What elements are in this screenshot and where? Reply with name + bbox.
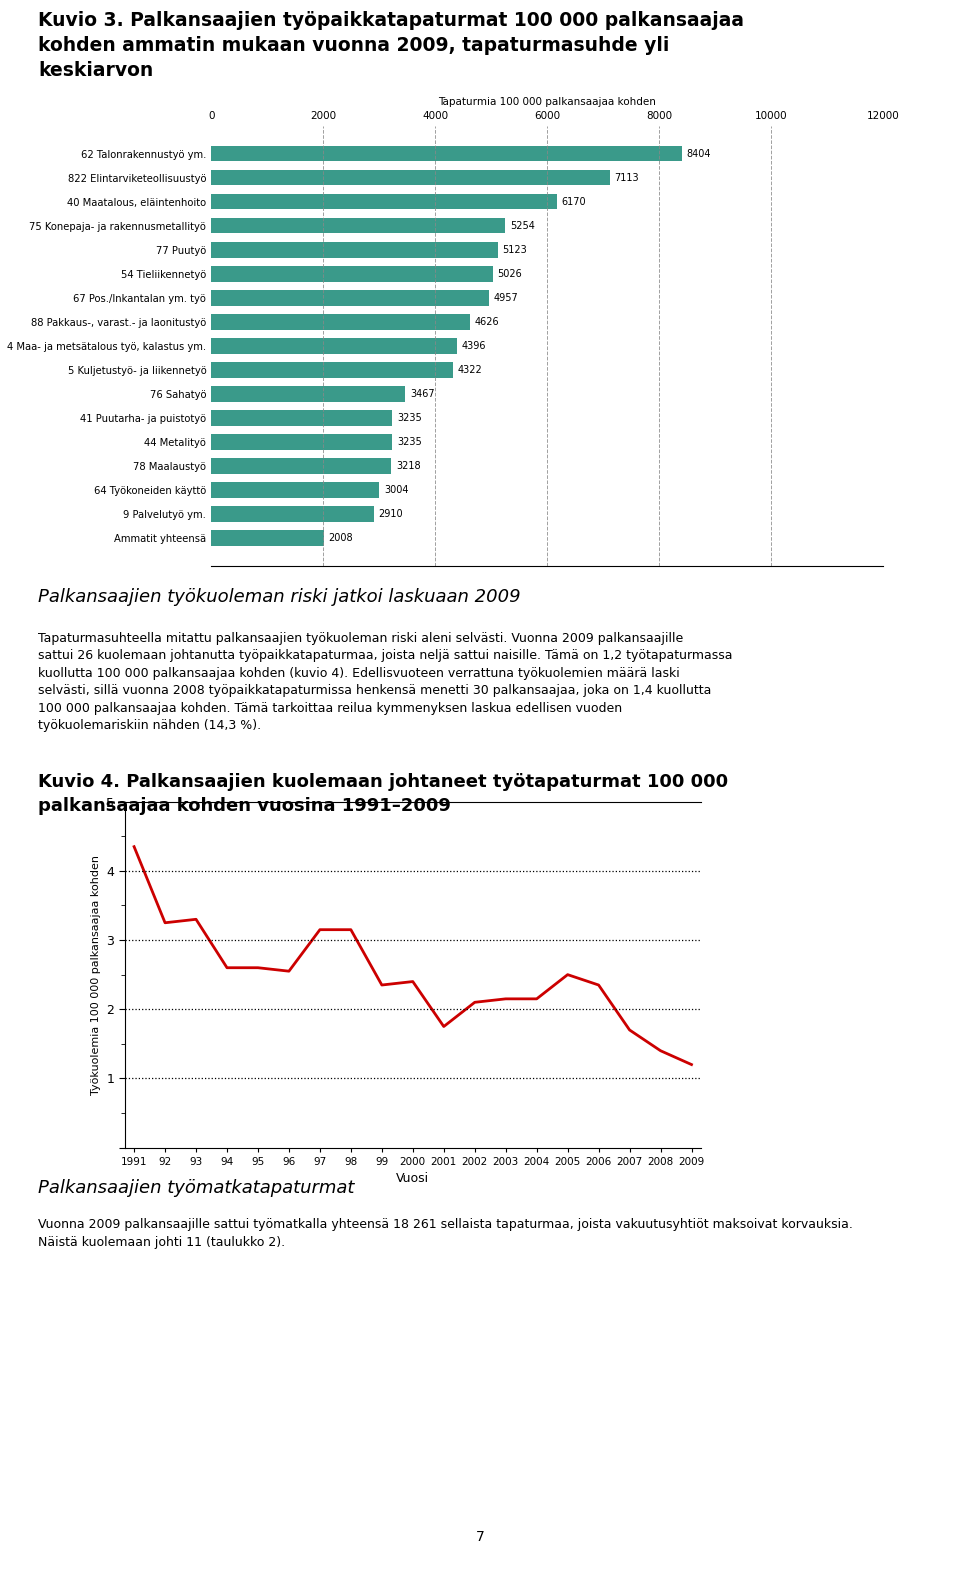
Text: 3235: 3235: [396, 413, 421, 423]
Text: Vuonna 2009 palkansaajille sattui työmatkalla yhteensä 18 261 sellaista tapaturm: Vuonna 2009 palkansaajille sattui työmat…: [38, 1218, 853, 1248]
Text: 6170: 6170: [562, 196, 586, 206]
Bar: [211, 506, 374, 522]
Text: Palkansaajien työmatkatapaturmat: Palkansaajien työmatkatapaturmat: [38, 1179, 355, 1196]
Bar: [211, 266, 492, 281]
Bar: [211, 387, 405, 402]
Text: 5254: 5254: [510, 220, 535, 231]
Text: 5026: 5026: [497, 269, 522, 278]
Text: Palkansaajien työkuoleman riski jatkoi laskuaan 2009: Palkansaajien työkuoleman riski jatkoi l…: [38, 588, 521, 605]
Text: 3235: 3235: [396, 437, 421, 446]
X-axis label: Vuosi: Vuosi: [396, 1173, 429, 1185]
Bar: [211, 289, 489, 305]
Bar: [211, 170, 610, 185]
Text: 3004: 3004: [384, 486, 408, 495]
Text: 4626: 4626: [475, 318, 499, 327]
Bar: [211, 146, 682, 162]
Text: 2008: 2008: [328, 533, 352, 542]
Bar: [211, 457, 392, 473]
Bar: [211, 483, 379, 498]
Bar: [211, 362, 453, 377]
Text: Kuvio 4. Palkansaajien kuolemaan johtaneet työtapaturmat 100 000
palkansaajaa ko: Kuvio 4. Palkansaajien kuolemaan johtane…: [38, 773, 729, 814]
Bar: [211, 530, 324, 545]
Text: 7: 7: [475, 1530, 485, 1544]
Text: 2910: 2910: [378, 509, 403, 519]
Text: 3467: 3467: [410, 388, 435, 399]
Bar: [211, 410, 393, 426]
Bar: [211, 434, 393, 450]
Text: 7113: 7113: [614, 173, 638, 182]
Y-axis label: Työkuolemia 100 000 palkansaajaa kohden: Työkuolemia 100 000 palkansaajaa kohden: [91, 855, 101, 1094]
Bar: [211, 314, 470, 330]
Text: Tapaturmasuhteella mitattu palkansaajien työkuoleman riski aleni selvästi. Vuonn: Tapaturmasuhteella mitattu palkansaajien…: [38, 632, 732, 733]
X-axis label: Tapaturmia 100 000 palkansaajaa kohden: Tapaturmia 100 000 palkansaajaa kohden: [439, 97, 656, 107]
Text: 4396: 4396: [462, 341, 487, 351]
Text: Kuvio 3. Palkansaajien työpaikkatapaturmat 100 000 palkansaajaa
kohden ammatin m: Kuvio 3. Palkansaajien työpaikkatapaturm…: [38, 11, 744, 80]
Text: 5123: 5123: [503, 245, 527, 255]
Bar: [211, 242, 498, 258]
Bar: [211, 338, 457, 354]
Text: 8404: 8404: [686, 149, 710, 159]
Text: 3218: 3218: [396, 461, 420, 472]
Bar: [211, 193, 557, 209]
Text: 4322: 4322: [458, 365, 483, 374]
Bar: [211, 219, 505, 234]
Text: 4957: 4957: [493, 292, 518, 303]
